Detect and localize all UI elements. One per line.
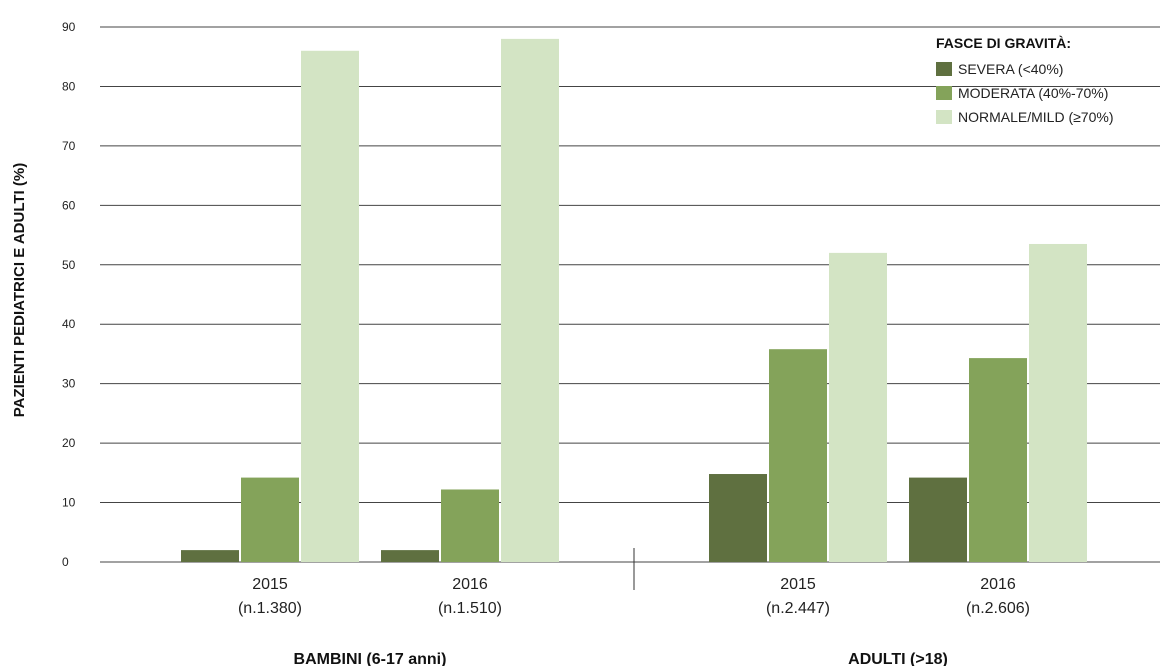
- bar-bambini-2015-series-1: [181, 550, 239, 562]
- y-tick-label: 0: [62, 555, 69, 569]
- legend-label-3: NORMALE/MILD (≥70%): [958, 109, 1114, 125]
- bar-adulti-2016-series-1: [909, 477, 967, 562]
- bar-bambini-2016-series-3: [501, 38, 559, 562]
- group-label: BAMBINI (6-17 anni): [294, 651, 447, 666]
- legend-label-1: SEVERA (<40%): [958, 61, 1063, 77]
- bar-adulti-2016-series-2: [969, 358, 1027, 562]
- category-year-label: 2015: [252, 576, 288, 593]
- y-tick-label: 70: [62, 139, 76, 153]
- y-tick-label: 10: [62, 496, 76, 510]
- y-tick-label: 30: [62, 377, 76, 391]
- y-tick-label: 90: [62, 20, 76, 34]
- legend-swatch-1: [936, 62, 952, 76]
- y-tick-label: 20: [62, 436, 76, 450]
- category-count-label: (n.2.606): [966, 600, 1030, 617]
- legend: FASCE DI GRAVITÀ: SEVERA (<40%) MODERATA …: [936, 35, 1114, 125]
- y-axis-ticks: 0 10 20 30 40 50 60 70 80 90: [62, 20, 76, 569]
- category-year-label: 2015: [780, 576, 816, 593]
- legend-title: FASCE DI GRAVITÀ:: [936, 35, 1071, 51]
- category-year-label: 2016: [980, 576, 1016, 593]
- y-axis-label: PAZIENTI PEDIATRICI E ADULTI (%): [11, 163, 28, 417]
- x-axis-labels: 2015 (n.1.380) 2016 (n.1.510) BAMBINI (6-17 …: [238, 576, 1030, 666]
- legend-swatch-2: [936, 86, 952, 100]
- y-tick-label: 60: [62, 198, 76, 212]
- bar-adulti-2016-series-3: [1029, 243, 1087, 562]
- y-tick-label: 50: [62, 258, 76, 272]
- bar-adulti-2015-series-1: [709, 474, 767, 562]
- legend-label-2: MODERATA (40%-70%): [958, 85, 1108, 101]
- y-tick-label: 40: [62, 317, 76, 331]
- bar-bambini-2015-series-3: [301, 50, 359, 563]
- category-year-label: 2016: [452, 576, 488, 593]
- category-count-label: (n.2.447): [766, 600, 830, 617]
- legend-swatch-3: [936, 110, 952, 124]
- bar-bambini-2016-series-1: [381, 550, 439, 562]
- category-count-label: (n.1.380): [238, 600, 302, 617]
- category-count-label: (n.1.510): [438, 600, 502, 617]
- group-label: ADULTI (>18): [848, 651, 948, 666]
- bar-bambini-2015-series-2: [241, 477, 299, 562]
- bars: [181, 38, 1087, 563]
- y-tick-label: 80: [62, 79, 76, 93]
- bar-bambini-2016-series-2: [441, 489, 499, 562]
- bar-adulti-2015-series-3: [829, 252, 887, 562]
- bar-adulti-2015-series-2: [769, 349, 827, 562]
